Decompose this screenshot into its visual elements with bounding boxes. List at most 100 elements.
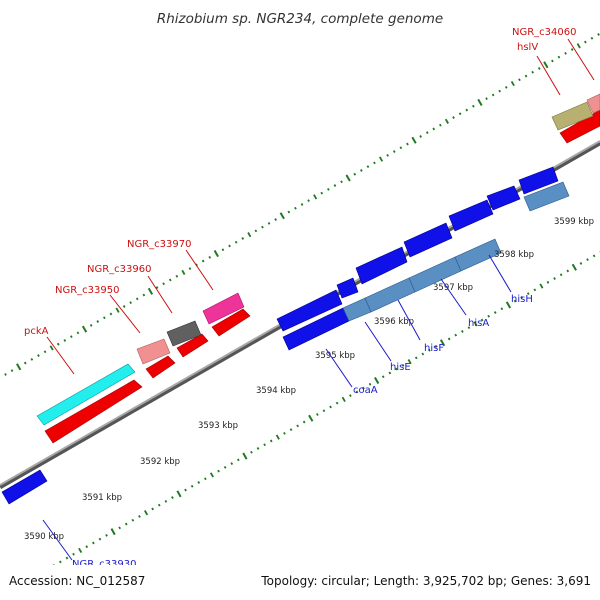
label-NGR_c33960[interactable]: NGR_c33960: [87, 264, 152, 275]
tick-mark: [23, 361, 27, 365]
label-hisA[interactable]: hisA: [468, 318, 489, 329]
tick-mark: [204, 477, 207, 481]
scale-label: 3592 kbp: [140, 457, 180, 467]
tick-mark: [411, 136, 417, 144]
tick-mark: [256, 447, 260, 450]
scale-label: 3597 kbp: [433, 283, 473, 293]
tick-mark: [46, 566, 50, 572]
tick-mark: [230, 462, 234, 466]
tick-mark: [30, 357, 34, 361]
tick-mark: [184, 488, 187, 492]
tick-mark: [392, 150, 396, 153]
tick-mark: [559, 273, 563, 277]
tick-mark: [341, 396, 346, 403]
gene-hisF[interactable]: [364, 277, 416, 313]
tick-mark: [388, 371, 392, 375]
gene-arrow[interactable]: [176, 333, 209, 358]
tick-mark: [381, 375, 385, 379]
tick-mark: [105, 533, 108, 537]
tick-mark: [56, 342, 60, 346]
gene-NGR_c34060[interactable]: [586, 93, 600, 114]
gene-arrow[interactable]: [355, 246, 408, 285]
tick-mark: [190, 484, 194, 488]
tick-mark: [432, 127, 436, 131]
gene-arrow[interactable]: [44, 379, 143, 444]
tick-mark: [531, 70, 534, 74]
tick-mark: [465, 108, 469, 112]
tick-mark: [4, 373, 7, 376]
forward-genes: [36, 93, 600, 444]
forward-labels: pckA NGR_c33950 NGR_c33960 NGR_c33970 hs…: [24, 27, 595, 375]
tick-mark: [447, 337, 451, 341]
label-hisF[interactable]: hisF: [424, 343, 444, 354]
tick-mark: [261, 225, 264, 229]
label-NGR_c33950[interactable]: NGR_c33950: [55, 285, 120, 296]
tick-mark: [109, 312, 113, 316]
label-pckA[interactable]: pckA: [24, 326, 49, 337]
tick-mark: [487, 314, 490, 318]
tick-mark: [597, 33, 600, 36]
gene-hisH[interactable]: [454, 238, 502, 272]
accession-text: Accession: NC_012587: [9, 574, 146, 588]
tick-mark: [250, 450, 253, 454]
gene-arrow[interactable]: [523, 181, 570, 212]
map-title: Rhizobium sp. NGR234, complete genome: [157, 11, 443, 27]
gene-hslV[interactable]: [551, 101, 594, 131]
tick-mark: [425, 131, 429, 135]
tick-mark: [406, 142, 409, 146]
tick-mark: [493, 311, 497, 314]
tick-mark: [144, 510, 149, 516]
tick-mark: [279, 212, 285, 220]
tick-mark: [316, 413, 319, 416]
label-coaA[interactable]: coaA: [353, 385, 378, 396]
tick-mark: [537, 67, 541, 70]
tick-mark: [10, 369, 14, 373]
tick-mark: [59, 560, 62, 564]
tick-mark: [208, 255, 212, 259]
tick-mark: [349, 394, 352, 398]
tick-mark: [247, 232, 252, 238]
label-hisE[interactable]: hisE: [390, 362, 411, 373]
gene-arrow[interactable]: [403, 222, 453, 258]
label-NGR_c34060[interactable]: NGR_c34060: [512, 27, 577, 38]
gene-NGR_c33950[interactable]: [136, 338, 171, 365]
tick-mark: [439, 339, 446, 347]
tick-mark: [461, 329, 464, 333]
tick-mark: [176, 490, 182, 498]
gene-arrow[interactable]: [145, 355, 176, 379]
tick-mark: [122, 305, 126, 308]
tick-mark: [197, 481, 201, 484]
tick-mark: [590, 36, 594, 40]
gene-arrow[interactable]: [448, 199, 494, 232]
tick-mark: [115, 307, 120, 313]
tick-mark: [241, 237, 245, 240]
tick-mark: [228, 244, 231, 248]
tick-mark: [498, 89, 501, 93]
tick-mark: [368, 382, 372, 386]
label-NGR_c33930[interactable]: NGR_c33930: [72, 559, 137, 570]
label-hisH[interactable]: hisH: [511, 294, 533, 305]
tick-mark: [85, 545, 89, 549]
gene-arrow[interactable]: [336, 277, 359, 299]
label-NGR_c33970[interactable]: NGR_c33970: [127, 239, 192, 250]
tick-mark: [16, 363, 22, 371]
gene-NGR_c33930[interactable]: [1, 469, 48, 505]
tick-mark: [543, 61, 549, 69]
tick-mark: [340, 180, 343, 184]
gene-NGR_c33970[interactable]: [202, 292, 245, 325]
gene-arrow[interactable]: [486, 185, 521, 211]
label-hslV[interactable]: hslV: [517, 42, 538, 53]
gene-arrow[interactable]: [211, 308, 251, 337]
gene-arrow[interactable]: [518, 166, 559, 195]
tick-mark: [360, 169, 363, 172]
gene-pckA[interactable]: [36, 363, 136, 426]
tick-mark: [217, 469, 220, 473]
gene-arrow[interactable]: [276, 289, 343, 332]
tick-mark: [155, 286, 159, 289]
tick-mark: [110, 528, 116, 536]
tick-mark: [313, 194, 318, 200]
scale-label: 3598 kbp: [494, 250, 534, 260]
gene-NGR_c33960[interactable]: [166, 320, 202, 347]
tick-mark: [70, 335, 73, 339]
